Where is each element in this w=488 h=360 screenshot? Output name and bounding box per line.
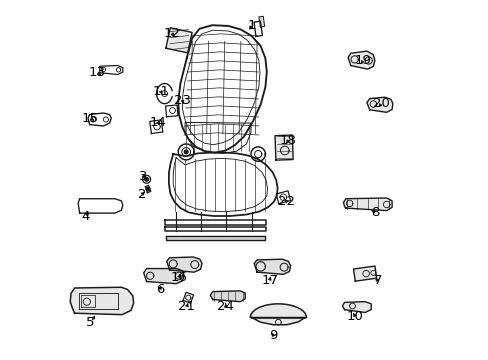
Polygon shape [347, 51, 374, 69]
Polygon shape [144, 177, 148, 181]
Polygon shape [166, 257, 202, 272]
Text: 19: 19 [354, 54, 371, 67]
Polygon shape [165, 28, 192, 53]
Polygon shape [353, 266, 376, 281]
Text: 24: 24 [217, 300, 234, 313]
Polygon shape [274, 135, 293, 160]
Polygon shape [366, 97, 392, 112]
Polygon shape [184, 150, 187, 154]
Text: 11: 11 [152, 85, 169, 98]
Text: 22: 22 [278, 195, 295, 208]
Polygon shape [210, 291, 244, 302]
Polygon shape [70, 287, 133, 315]
Text: 23: 23 [174, 94, 191, 107]
Text: 20: 20 [372, 97, 389, 110]
Text: 6: 6 [155, 283, 164, 296]
Text: 3: 3 [139, 170, 148, 183]
Text: 15: 15 [82, 112, 99, 125]
Polygon shape [166, 236, 264, 240]
Text: 4: 4 [81, 210, 89, 222]
Text: 17: 17 [261, 274, 278, 287]
Polygon shape [146, 187, 149, 191]
Polygon shape [143, 269, 183, 284]
Text: 8: 8 [370, 206, 378, 219]
Text: 21: 21 [178, 300, 195, 313]
Polygon shape [343, 198, 391, 211]
Polygon shape [254, 259, 290, 274]
Polygon shape [250, 304, 306, 325]
Text: 7: 7 [373, 274, 381, 287]
Text: 14: 14 [149, 116, 166, 129]
Text: 2: 2 [137, 188, 146, 201]
Text: 9: 9 [268, 329, 277, 342]
Polygon shape [342, 302, 370, 312]
Text: 1: 1 [247, 19, 255, 32]
Text: 5: 5 [86, 316, 95, 329]
Text: 13: 13 [88, 66, 105, 78]
Text: 10: 10 [346, 310, 363, 323]
Text: 16: 16 [170, 271, 187, 284]
Polygon shape [259, 16, 264, 27]
Text: 12: 12 [163, 27, 180, 40]
Text: 18: 18 [280, 134, 296, 147]
